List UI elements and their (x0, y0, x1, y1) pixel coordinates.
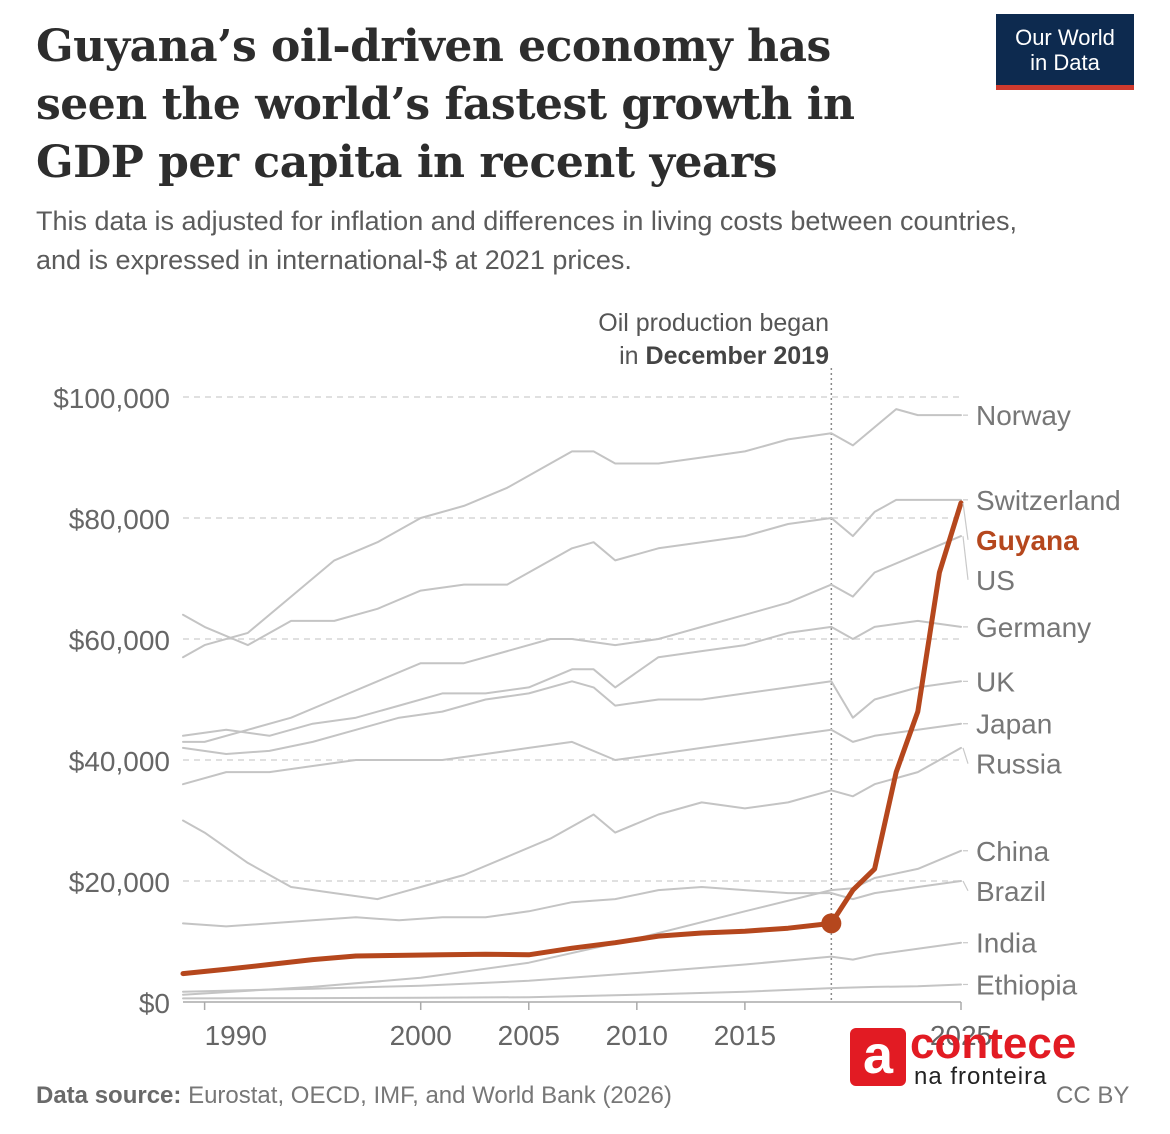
x-tick-label: 1990 (205, 1020, 267, 1051)
series-line-uk (182, 680, 962, 755)
series-label-guyana: Guyana (976, 525, 1079, 556)
y-tick-label: $0 (139, 988, 170, 1019)
oil-annotation: Oil production began in December 2019 (598, 309, 833, 1002)
series-line-ethiopia (182, 983, 962, 1000)
series-line-india (182, 941, 962, 993)
series-line-switzerland (182, 498, 962, 647)
data-source-label: Data source: (36, 1082, 182, 1109)
series-line-russia (182, 746, 962, 901)
series-line-guyana (180, 500, 964, 977)
watermark-logo: a contece na fronteira (850, 1019, 1110, 1092)
owid-logo[interactable]: Our World in Data (996, 14, 1134, 90)
y-tick-label: $80,000 (69, 504, 170, 535)
watermark-word: contece (910, 1019, 1077, 1068)
series-label-brazil: Brazil (976, 876, 1046, 907)
series-labels: Norway Switzerland Guyana US Germany UK Japan R… (962, 400, 1121, 1000)
series-label-germany: Germany (976, 612, 1091, 643)
y-tick-label: $20,000 (69, 867, 170, 898)
license-link[interactable]: CC BY (1056, 1082, 1130, 1109)
label-connector (962, 502, 969, 540)
guyana-oil-start-marker (821, 913, 842, 934)
logo-line-2: in Data (1030, 50, 1100, 75)
chart-title: Guyana’s oil-driven economy has seen the… (36, 21, 855, 188)
series-line-japan (182, 722, 962, 786)
series-lines (180, 408, 964, 1000)
label-connector (962, 880, 969, 892)
x-tick-label: 2005 (498, 1020, 560, 1051)
series-label-china: China (976, 836, 1050, 867)
label-connector (962, 747, 969, 764)
x-axis: 1990 2000 2005 2010 2015 2025 (183, 1001, 992, 1051)
watermark-sub: na fronteira (914, 1063, 1048, 1090)
data-source: Data source: Eurostat, OECD, IMF, and Wo… (36, 1082, 672, 1110)
series-label-india: India (976, 928, 1037, 959)
y-tick-label: $40,000 (69, 746, 170, 777)
series-label-russia: Russia (976, 749, 1062, 780)
watermark-icon: a (850, 1028, 906, 1086)
x-tick-label: 2015 (714, 1020, 776, 1051)
series-label-uk: UK (976, 666, 1015, 697)
data-source-text: Eurostat, OECD, IMF, and World Bank (202… (188, 1082, 672, 1109)
annotation-line-2: in December 2019 (619, 342, 829, 370)
series-label-switzerland: Switzerland (976, 485, 1121, 516)
series-label-norway: Norway (976, 400, 1071, 431)
series-label-us: US (976, 565, 1015, 596)
y-axis: $0 $20,000 $40,000 $60,000 $80,000 $100,000 (53, 383, 170, 1019)
series-line-norway (182, 408, 962, 659)
series-label-japan: Japan (976, 709, 1052, 740)
series-line-china (182, 849, 962, 996)
series-label-ethiopia: Ethiopia (976, 969, 1078, 1000)
line-chart: $0 $20,000 $40,000 $60,000 $80,000 $100,000 1… (53, 309, 1121, 1051)
chart-subtitle: This data is adjusted for inflation and … (36, 206, 1018, 275)
label-connector (962, 536, 969, 580)
x-tick-label: 2025 (930, 1020, 992, 1051)
y-tick-label: $60,000 (69, 625, 170, 656)
series-line-germany (182, 619, 962, 737)
logo-line-1: Our World (1015, 25, 1115, 50)
y-tick-label: $100,000 (53, 383, 170, 414)
x-tick-label: 2000 (390, 1020, 452, 1051)
annotation-line-1: Oil production began (598, 309, 829, 337)
series-line-us (182, 535, 962, 743)
x-tick-label: 2010 (606, 1020, 668, 1051)
